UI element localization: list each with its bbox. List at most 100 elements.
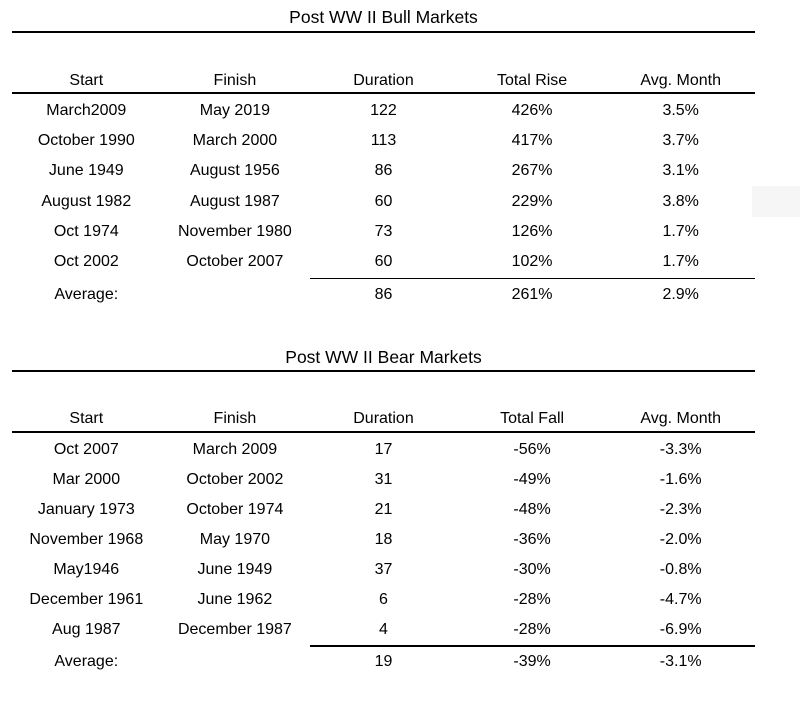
table-cell: October 1990 [37,132,135,150]
table-cell: August 1987 [189,192,280,210]
bull-average-rule [310,277,755,280]
table-row: Mar 2000 October 2002 31 -49% -1.6% [12,465,755,495]
table-cell: June 1949 [48,162,124,180]
table-cell: Oct 2002 [53,252,119,270]
table-row: Aug 1987 December 1987 4 -28% -6.9% [12,615,755,645]
bear-title-rule [12,369,755,372]
bull-header-rule [12,92,755,94]
table-cell: 73 [374,222,393,240]
table-cell: -0.8% [659,561,702,579]
average-cell [161,647,310,677]
column-header: Start [69,72,104,89]
table-cell: 18 [374,531,393,549]
column-header: Total Rise [496,72,568,89]
table-row: June 1949 August 1956 86 267% 3.1% [12,156,755,186]
table-cell: March 2009 [192,441,278,458]
table-cell: 31 [374,471,393,489]
table-cell: 86 [374,162,393,180]
screenshot-artifact [752,186,800,217]
table-cell: 37 [374,561,393,579]
table-cell: 3.7% [662,132,699,150]
bull-title-rule [12,31,755,33]
table-row: Oct 1974 November 1980 73 126% 1.7% [12,217,755,247]
table-cell: 229% [511,192,553,210]
average-cell [161,280,310,310]
average-cell: 19 [374,653,393,670]
column-header: Start [69,410,104,427]
table-cell: -28% [513,591,551,609]
table-cell: Aug 1987 [52,621,121,639]
average-cell: 86 [374,286,393,303]
table-cell: June 1949 [197,561,273,579]
table-cell: 426% [511,102,553,119]
table-cell: -2.3% [659,501,702,519]
table-row: May1946 June 1949 37 -30% -0.8% [12,555,755,585]
table-cell: 17 [374,441,393,458]
table-cell: November 1980 [177,222,292,240]
table-cell: 21 [374,501,393,519]
table-cell: August 1956 [189,162,280,180]
table-cell: 1.7% [662,222,699,240]
average-cell: 2.9% [662,286,699,303]
bear-average-row: Average: 19 -39% -3.1% [12,647,755,677]
table-cell: March2009 [46,102,127,119]
table-cell: 417% [511,132,553,150]
table-row: March2009 May 2019 122 426% 3.5% [12,96,755,126]
bear-header-row: Start Finish Duration Total Fall Avg. Month [12,408,755,429]
table-cell: 1.7% [662,252,699,270]
table-row: Oct 2002 October 2007 60 102% 1.7% [12,247,755,277]
table-cell: 3.8% [662,192,699,210]
table-cell: -56% [513,441,551,458]
table-cell: -28% [513,621,551,639]
table-cell: 6 [379,591,388,609]
average-cell: -39% [513,653,551,670]
table-cell: 267% [511,162,553,180]
bull-table-body: March2009 May 2019 122 426% 3.5% October 1990… [12,96,755,277]
table-cell: December 1961 [29,591,144,609]
table-cell: 60 [374,192,393,210]
column-header: Duration [353,410,414,427]
table-row: January 1973 October 1974 21 -48% -2.3% [12,495,755,525]
table-cell: May 2019 [199,102,271,119]
table-cell: Oct 2007 [53,441,119,458]
table-cell: -49% [513,471,551,489]
table-cell: June 1962 [197,591,273,609]
table-cell: November 1968 [29,531,144,549]
table-row: Oct 2007 March 2009 17 -56% -3.3% [12,435,755,465]
table-cell: -36% [513,531,551,549]
average-cell: Average: [54,653,119,670]
table-cell: 60 [374,252,393,270]
table-cell: -6.9% [659,621,702,639]
column-header: Avg. Month [640,410,721,427]
table-cell: 3.5% [662,102,699,119]
average-cell: -3.1% [659,653,702,670]
table-row: December 1961 June 1962 6 -28% -4.7% [12,585,755,615]
column-header: Duration [353,72,414,89]
table-cell: Oct 1974 [53,222,119,240]
table-row: November 1968 May 1970 18 -36% -2.0% [12,525,755,555]
table-cell: May 1970 [199,531,271,549]
table-cell: December 1987 [177,621,292,639]
column-header: Avg. Month [640,72,721,89]
table-row: October 1990 March 2000 113 417% 3.7% [12,126,755,156]
bear-header-rule [12,430,755,433]
table-cell: -30% [513,561,551,579]
average-cell: 261% [511,286,553,303]
table-cell: October 2007 [186,252,284,270]
table-cell: -3.3% [659,441,702,458]
table-cell: -4.7% [659,591,702,609]
bear-average-rule [310,645,755,647]
table-cell: 102% [511,252,553,270]
table-cell: August 1982 [41,192,132,210]
table-cell: -48% [513,501,551,519]
bear-table-title: Post WW II Bear Markets [285,347,482,367]
bull-header-row: Start Finish Duration Total Rise Avg. Month [12,70,755,91]
column-header: Total Fall [500,410,565,427]
table-row: August 1982 August 1987 60 229% 3.8% [12,187,755,217]
table-cell: October 1974 [186,501,284,519]
table-cell: May1946 [53,561,120,579]
table-cell: -2.0% [659,531,702,549]
average-cell: Average: [54,286,119,303]
table-cell: October 2002 [186,471,284,489]
